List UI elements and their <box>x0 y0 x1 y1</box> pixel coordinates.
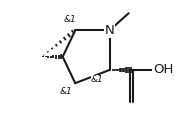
Text: &1: &1 <box>60 87 72 96</box>
Text: &1: &1 <box>91 75 104 84</box>
Text: &1: &1 <box>64 15 76 24</box>
Text: OH: OH <box>153 63 173 76</box>
Text: N: N <box>105 24 114 37</box>
